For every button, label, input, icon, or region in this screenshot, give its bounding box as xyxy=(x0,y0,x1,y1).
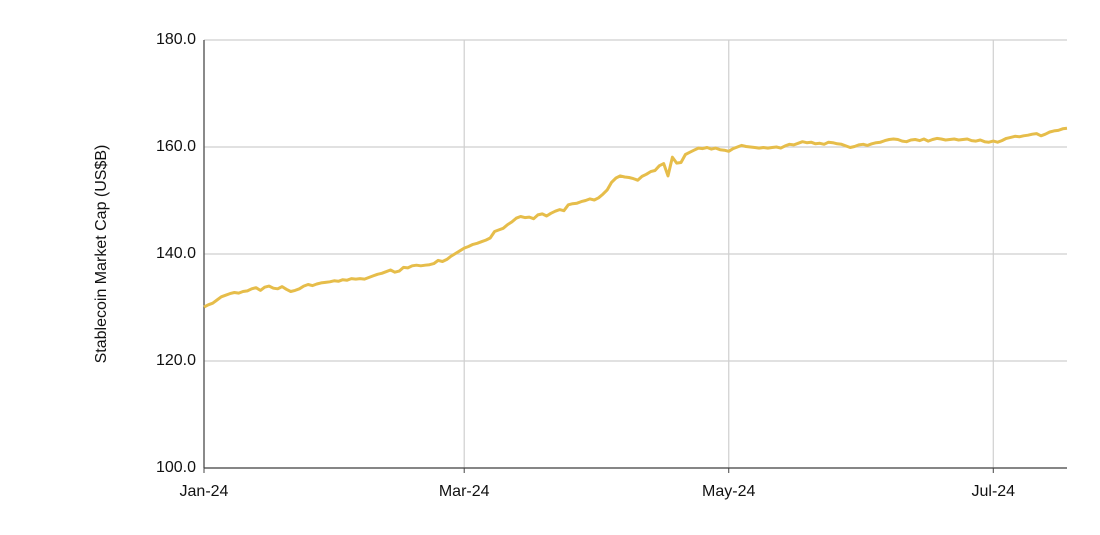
x-tick-label: Mar-24 xyxy=(439,483,490,500)
y-axis-label: Stablecoin Market Cap (US$B) xyxy=(93,145,110,364)
data-line xyxy=(203,126,1068,309)
y-tick-label: 140.0 xyxy=(156,245,196,262)
y-tick-label: 180.0 xyxy=(156,31,196,48)
x-tick-label: Jul-24 xyxy=(971,483,1015,500)
y-tick-label: 100.0 xyxy=(156,459,196,476)
x-tick-label: Jan-24 xyxy=(180,483,229,500)
y-tick-label: 120.0 xyxy=(156,352,196,369)
x-tick-label: May-24 xyxy=(702,483,755,500)
y-tick-label: 160.0 xyxy=(156,138,196,155)
